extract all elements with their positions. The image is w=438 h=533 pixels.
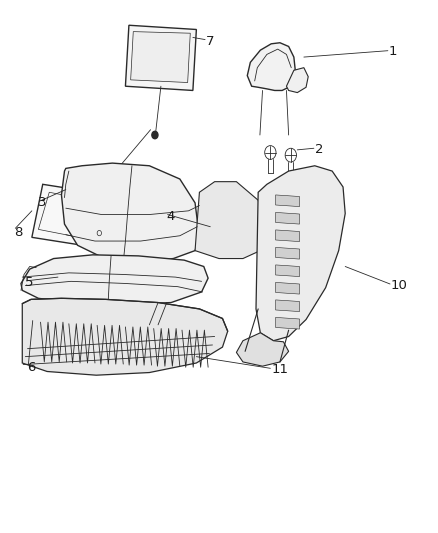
Polygon shape: [276, 230, 300, 241]
Polygon shape: [237, 333, 289, 366]
Polygon shape: [247, 43, 295, 91]
Polygon shape: [61, 163, 199, 262]
Text: 11: 11: [271, 364, 288, 376]
Text: 10: 10: [391, 279, 408, 292]
Polygon shape: [276, 317, 300, 329]
Text: 6: 6: [28, 361, 36, 374]
Polygon shape: [286, 68, 308, 93]
Polygon shape: [276, 195, 300, 207]
Text: 1: 1: [389, 45, 397, 58]
Polygon shape: [195, 182, 267, 259]
Polygon shape: [276, 247, 300, 259]
Polygon shape: [276, 265, 300, 277]
Circle shape: [152, 131, 158, 139]
Polygon shape: [131, 31, 190, 83]
Polygon shape: [125, 25, 196, 91]
Polygon shape: [276, 300, 300, 312]
Polygon shape: [21, 255, 208, 305]
Polygon shape: [256, 166, 345, 341]
Text: 5: 5: [25, 276, 34, 289]
Polygon shape: [32, 184, 110, 248]
Text: 4: 4: [167, 209, 175, 223]
Polygon shape: [276, 282, 300, 294]
Text: 7: 7: [206, 35, 215, 47]
Text: 3: 3: [39, 196, 47, 209]
Text: 8: 8: [14, 225, 23, 239]
Polygon shape: [22, 298, 228, 375]
Polygon shape: [276, 213, 300, 224]
Text: 2: 2: [315, 143, 323, 156]
